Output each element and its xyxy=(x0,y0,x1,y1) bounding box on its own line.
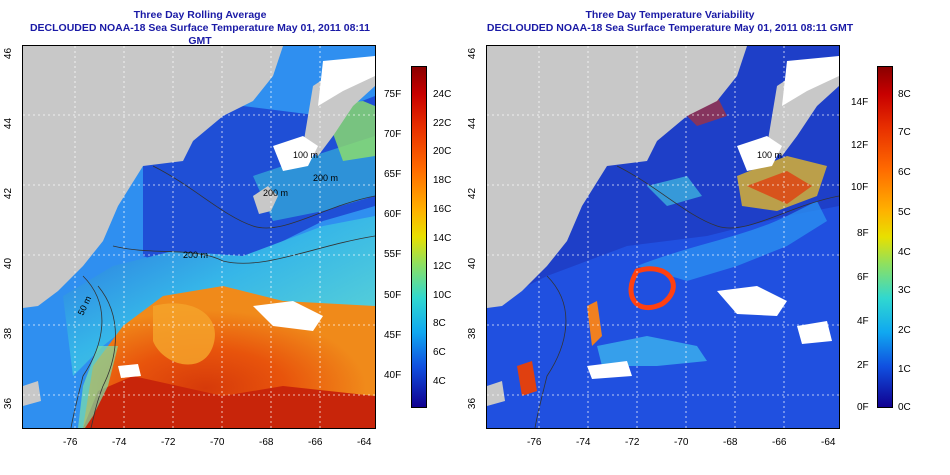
right-y-tick: 40 xyxy=(467,257,479,270)
left-x-tick: -70 xyxy=(210,437,225,448)
left-cb-f: 40F xyxy=(384,370,402,381)
left-map-svg: 100 m 200 m 200 m 50 m 200 m xyxy=(23,46,375,428)
left-cb-f: 45F xyxy=(384,330,402,341)
right-cb-f: 12F xyxy=(851,140,869,151)
right-cb-c: 4C xyxy=(898,247,911,258)
right-cb-c: 0C xyxy=(898,402,911,413)
right-cb-c: 8C xyxy=(898,89,911,100)
right-variability-map: 100 m xyxy=(486,45,840,429)
right-cb-c: 5C xyxy=(898,207,911,218)
right-cb-c: 2C xyxy=(898,325,911,336)
left-y-tick: 42 xyxy=(3,187,15,200)
left-y-tick: 36 xyxy=(3,397,15,410)
left-cb-f: 65F xyxy=(384,169,402,180)
right-x-tick: -66 xyxy=(772,437,787,448)
right-colorbar xyxy=(877,66,893,408)
right-x-tick: -74 xyxy=(576,437,591,448)
right-map-svg: 100 m xyxy=(487,46,839,428)
contour-label: 100 m xyxy=(293,150,318,160)
right-x-tick: -76 xyxy=(527,437,542,448)
left-title: Three Day Rolling Average DECLOUDED NOAA… xyxy=(20,9,380,48)
right-cb-f: 10F xyxy=(851,182,869,193)
right-cb-c: 1C xyxy=(898,364,911,375)
right-y-tick: 38 xyxy=(467,327,479,340)
left-cb-c: 14C xyxy=(433,233,452,244)
left-y-tick: 46 xyxy=(3,47,15,60)
left-sst-map: 100 m 200 m 200 m 50 m 200 m xyxy=(22,45,376,429)
left-x-tick: -76 xyxy=(63,437,78,448)
right-y-tick: 42 xyxy=(467,187,479,200)
right-x-tick: -68 xyxy=(723,437,738,448)
left-colorbar xyxy=(411,66,427,408)
left-cb-c: 8C xyxy=(433,318,446,329)
left-title-line2: DECLOUDED NOAA-18 Sea Surface Temperatur… xyxy=(29,22,371,47)
contour-label: 200 m xyxy=(263,188,288,198)
right-x-tick: -72 xyxy=(625,437,640,448)
left-x-tick: -72 xyxy=(161,437,176,448)
right-cb-c: 7C xyxy=(898,127,911,138)
left-x-tick: -66 xyxy=(308,437,323,448)
right-y-tick: 46 xyxy=(467,47,479,60)
right-cb-c: 3C xyxy=(898,285,911,296)
right-cb-f: 0F xyxy=(857,402,869,413)
left-cb-c: 24C xyxy=(433,89,452,100)
right-cb-f: 8F xyxy=(857,228,869,239)
right-cb-c: 6C xyxy=(898,167,911,178)
right-cb-f: 4F xyxy=(857,316,869,327)
left-cb-f: 50F xyxy=(384,290,402,301)
left-cb-f: 75F xyxy=(384,89,402,100)
left-cb-f: 70F xyxy=(384,129,402,140)
left-cb-c: 10C xyxy=(433,290,452,301)
left-cb-c: 12C xyxy=(433,261,452,272)
right-title: Three Day Temperature Variability DECLOU… xyxy=(480,9,860,35)
left-cb-f: 60F xyxy=(384,209,402,220)
right-title-line1: Three Day Temperature Variability xyxy=(585,9,755,21)
left-title-line1: Three Day Rolling Average xyxy=(133,9,267,21)
right-y-tick: 44 xyxy=(467,117,479,130)
right-x-tick: -70 xyxy=(674,437,689,448)
left-cb-c: 6C xyxy=(433,347,446,358)
left-x-tick: -68 xyxy=(259,437,274,448)
right-x-tick: -64 xyxy=(821,437,836,448)
contour-label: 200 m xyxy=(313,173,338,183)
contour-label: 100 m xyxy=(757,150,782,160)
left-y-tick: 40 xyxy=(3,257,15,270)
right-cb-f: 14F xyxy=(851,97,869,108)
right-cb-f: 2F xyxy=(857,360,869,371)
right-title-line2: DECLOUDED NOAA-18 Sea Surface Temperatur… xyxy=(486,22,854,34)
right-y-tick: 36 xyxy=(467,397,479,410)
left-y-tick: 38 xyxy=(3,327,15,340)
left-cb-c: 16C xyxy=(433,204,452,215)
left-y-tick: 44 xyxy=(3,117,15,130)
left-cb-c: 20C xyxy=(433,146,452,157)
left-cb-c: 18C xyxy=(433,175,452,186)
left-x-tick: -64 xyxy=(357,437,372,448)
left-cb-c: 22C xyxy=(433,118,452,129)
contour-label: 200 m xyxy=(183,250,208,260)
left-cb-f: 55F xyxy=(384,249,402,260)
left-cb-c: 4C xyxy=(433,376,446,387)
right-cb-f: 6F xyxy=(857,272,869,283)
left-x-tick: -74 xyxy=(112,437,127,448)
